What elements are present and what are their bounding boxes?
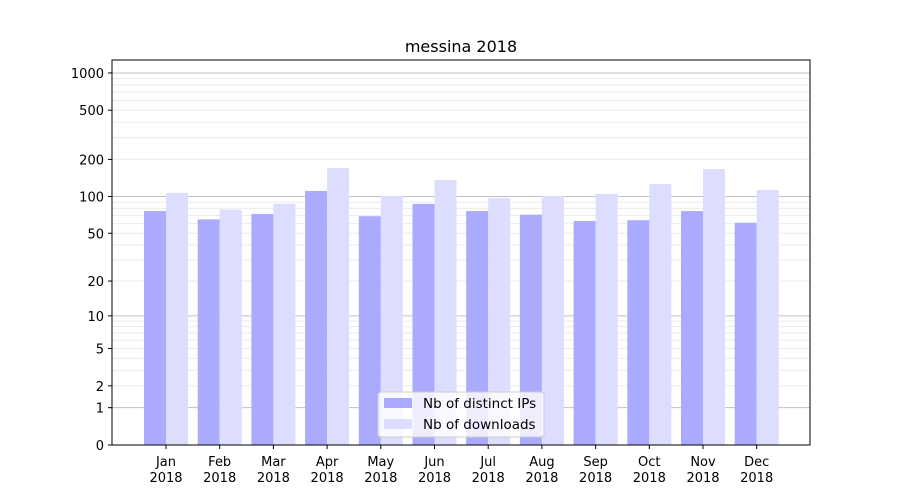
bar-downloads xyxy=(595,193,618,445)
bar-distinct-ips xyxy=(358,216,381,445)
x-tick-label: Jan 2018 xyxy=(149,455,182,486)
y-tick-label: 1 xyxy=(96,402,104,417)
bar-distinct-ips xyxy=(573,221,596,445)
y-tick-label: 5 xyxy=(96,343,104,358)
x-tick-label: Jun 2018 xyxy=(418,455,451,486)
legend-label-ips: Nb of distinct IPs xyxy=(423,396,536,412)
x-tick-label: Nov 2018 xyxy=(686,455,719,486)
legend-label-downloads: Nb of downloads xyxy=(423,417,536,433)
y-tick-label: 1000 xyxy=(71,67,104,82)
x-tick-label: Dec 2018 xyxy=(740,455,773,486)
bar-downloads xyxy=(380,195,403,445)
bar-distinct-ips xyxy=(144,211,166,445)
bar-downloads xyxy=(541,195,564,445)
y-tick-label: 200 xyxy=(79,153,104,168)
plot-frame xyxy=(111,59,811,446)
bar-downloads xyxy=(488,198,511,445)
x-tick-label: Aug 2018 xyxy=(525,455,558,486)
y-tick-label: 100 xyxy=(79,190,104,205)
bar-distinct-ips xyxy=(466,211,489,445)
legend-swatch-downloads xyxy=(384,419,412,429)
x-tick-label: Sep 2018 xyxy=(579,455,612,486)
bars xyxy=(144,168,779,446)
bar-downloads xyxy=(703,169,725,445)
y-tick-label: 0 xyxy=(96,439,104,454)
x-tick-label: Jul 2018 xyxy=(472,455,505,486)
x-axis: Jan 2018 Feb 2018 Mar 2018 Apr 2018 May 2018 Jun 20… xyxy=(149,445,773,486)
bar-downloads xyxy=(166,192,188,445)
bar-distinct-ips xyxy=(305,190,328,445)
legend: Nb of distinct IPs Nb of downloads xyxy=(377,391,545,438)
x-tick-label: Oct 2018 xyxy=(633,455,666,486)
bar-distinct-ips xyxy=(251,213,274,445)
x-tick-label: Feb 2018 xyxy=(203,455,236,486)
y-tick-label: 10 xyxy=(87,310,104,325)
y-tick-label: 2 xyxy=(96,380,104,395)
bar-distinct-ips xyxy=(197,219,220,445)
bar-distinct-ips xyxy=(412,203,435,445)
bar-downloads xyxy=(273,203,296,445)
legend-swatch-ips xyxy=(384,398,412,408)
bar-downloads xyxy=(434,180,457,446)
chart-title: messina 2018 xyxy=(405,37,517,56)
bar-downloads xyxy=(649,184,672,445)
bar-distinct-ips xyxy=(734,222,757,445)
y-tick-label: 50 xyxy=(87,227,104,242)
x-tick-label: Mar 2018 xyxy=(257,455,290,486)
legend-box xyxy=(377,391,545,438)
bar-downloads xyxy=(756,189,779,445)
y-axis: 0 1 2 5 10 20 50 100 200 500 1000 xyxy=(71,67,112,454)
y-tick-label: 20 xyxy=(87,275,104,290)
bar-distinct-ips xyxy=(681,211,703,445)
bar-downloads xyxy=(219,209,242,445)
bar-distinct-ips xyxy=(519,214,542,445)
x-tick-label: May 2018 xyxy=(364,455,397,486)
bar-distinct-ips xyxy=(627,220,650,445)
y-tick-label: 500 xyxy=(79,104,104,119)
x-tick-label: Apr 2018 xyxy=(311,455,344,486)
bar-downloads xyxy=(327,168,350,446)
